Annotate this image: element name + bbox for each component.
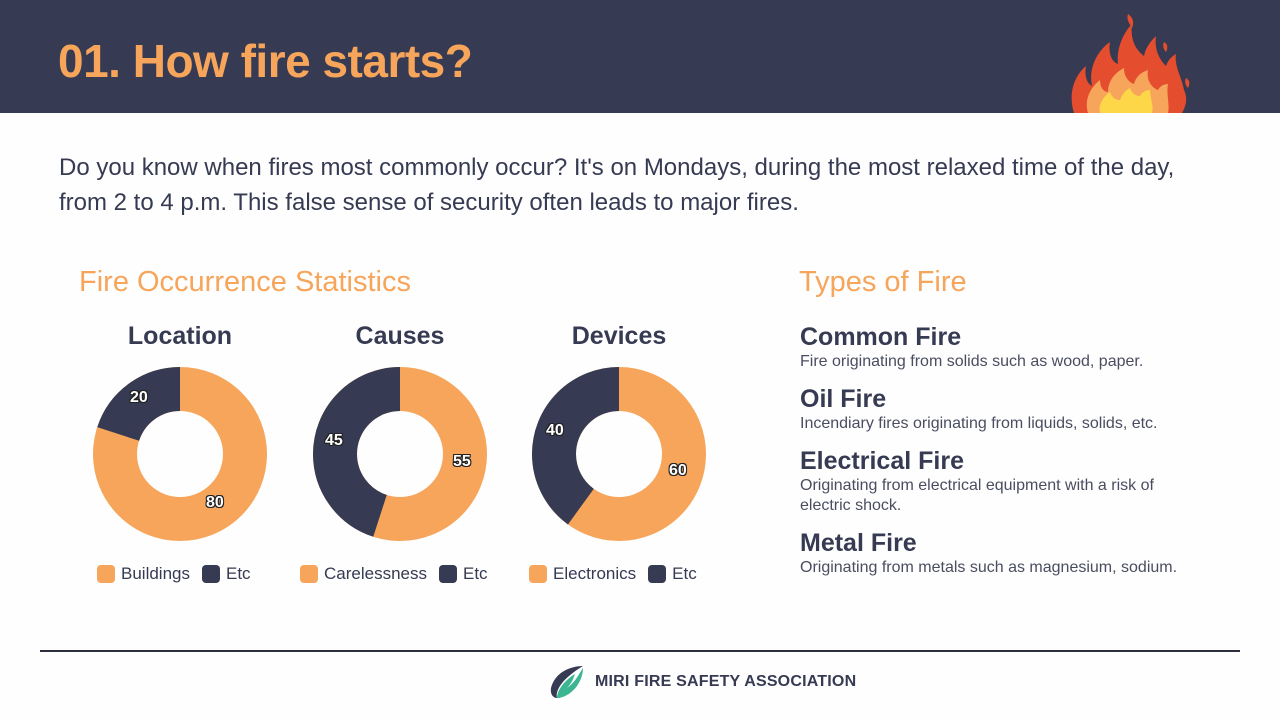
value-label-etc: 20	[130, 389, 148, 406]
flame-icon	[1071, 14, 1190, 113]
fire-types-list: Common Fire Fire originating from solids…	[800, 322, 1240, 590]
header-bar: 01. How fire starts?	[0, 0, 1280, 113]
legend-location: Buildings Etc	[97, 564, 263, 584]
fire-type-name: Metal Fire	[800, 529, 917, 557]
intro-paragraph: Do you know when fires most commonly occ…	[59, 154, 1175, 216]
fire-type-item: Electrical Fire Originating from electri…	[800, 446, 1200, 516]
fire-type-desc: Fire originating from solids such as woo…	[800, 353, 1144, 370]
swatch-orange	[97, 565, 115, 583]
swatch-orange	[300, 565, 318, 583]
donut-chart-causes	[313, 367, 487, 541]
value-label-carelessness: 55	[453, 453, 471, 470]
value-label-buildings: 80	[206, 494, 224, 511]
fire-type-desc: Originating from metals such as magnesiu…	[800, 559, 1178, 576]
footer: MIRI FIRE SAFETY ASSOCIATION	[549, 664, 856, 700]
legend-devices: Electronics Etc	[529, 564, 709, 584]
value-label-etc: 45	[325, 432, 343, 449]
chart-title: Causes	[355, 322, 445, 350]
page-title: 01. How fire starts?	[58, 35, 473, 87]
legend-item-etc: Etc	[439, 564, 488, 584]
fire-type-desc: Incendiary fires originating from liquid…	[800, 415, 1158, 432]
fire-type-item: Metal Fire Originating from metals such …	[800, 528, 1240, 578]
swatch-navy	[648, 565, 667, 583]
value-label-etc: 40	[546, 422, 564, 439]
leaf-hand-logo-icon	[550, 666, 583, 698]
statistics-title: Fire Occurrence Statistics	[79, 266, 411, 298]
swatch-orange	[529, 565, 547, 583]
fire-type-name: Electrical Fire	[800, 447, 964, 475]
legend-causes: Carelessness Etc	[300, 564, 500, 584]
donut-chart-location	[93, 367, 267, 541]
footer-divider	[40, 650, 1240, 652]
chart-title: Devices	[571, 322, 667, 350]
types-title: Types of Fire	[799, 266, 967, 298]
legend-item-electronics: Electronics	[529, 564, 636, 584]
fire-type-name: Oil Fire	[800, 385, 887, 413]
organization-name: MIRI FIRE SAFETY ASSOCIATION	[595, 673, 857, 690]
legend-item-buildings: Buildings	[97, 564, 190, 584]
fire-type-name: Common Fire	[800, 323, 962, 351]
swatch-navy	[202, 565, 220, 583]
fire-type-desc: Originating from electrical equipment wi…	[800, 477, 1154, 514]
fire-type-item: Common Fire Fire originating from solids…	[800, 322, 1240, 372]
legend-item-etc: Etc	[648, 564, 697, 584]
legend-item-carelessness: Carelessness	[300, 564, 427, 584]
fire-type-item: Oil Fire Incendiary fires originating fr…	[800, 384, 1240, 434]
legend-item-etc: Etc	[202, 564, 251, 584]
chart-title: Location	[127, 322, 233, 350]
value-label-electronics: 60	[669, 462, 687, 479]
donut-chart-devices	[532, 367, 706, 541]
swatch-navy	[439, 565, 457, 583]
